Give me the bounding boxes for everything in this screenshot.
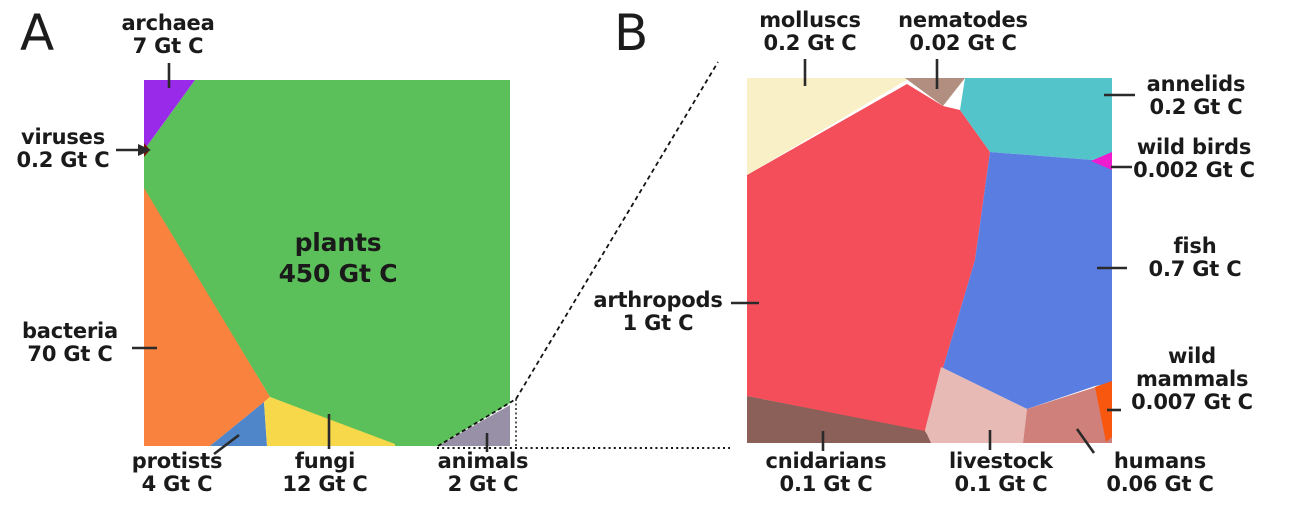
region-archaea xyxy=(144,80,195,150)
label-wild-mammals: wild mammals 0.007 Gt C xyxy=(1131,344,1253,414)
label-fungi-value: 12 Gt C xyxy=(282,472,368,496)
label-humans: humans 0.06 Gt C xyxy=(1096,450,1224,496)
label-livestock-value: 0.1 Gt C xyxy=(954,472,1048,496)
region-fish xyxy=(943,152,1112,409)
label-protists: protists 4 Gt C xyxy=(115,450,239,496)
label-wild-birds: wild birds 0.002 Gt C xyxy=(1121,136,1267,182)
label-fungi-name: fungi xyxy=(294,449,356,473)
label-wild-birds-name: wild birds xyxy=(1136,135,1252,159)
region-protists xyxy=(210,402,267,446)
label-humans-name: humans xyxy=(1113,449,1207,473)
label-arthropods-name: arthropods xyxy=(593,288,723,312)
label-annelids: annelids 0.2 Gt C xyxy=(1136,73,1256,119)
label-animals-name: animals xyxy=(437,449,529,473)
label-livestock-name: livestock xyxy=(949,449,1053,473)
viruses-arrowhead xyxy=(138,144,151,156)
label-humans-value: 0.06 Gt C xyxy=(1106,472,1214,496)
label-bacteria-name: bacteria xyxy=(21,319,119,343)
label-molluscs-value: 0.2 Gt C xyxy=(763,31,857,55)
label-annelids-name: annelids xyxy=(1146,72,1246,96)
label-plants: plants 450 Gt C xyxy=(254,227,422,289)
label-fish-name: fish xyxy=(1173,234,1217,258)
protists-tick xyxy=(213,433,240,456)
panel-a-treemap xyxy=(144,80,510,446)
label-cnidarians-name: cnidarians xyxy=(765,449,887,473)
label-bacteria: bacteria 70 Gt C xyxy=(10,320,130,366)
label-viruses-name: viruses xyxy=(20,125,106,149)
label-nematodes-name: nematodes xyxy=(898,8,1028,32)
region-annelids xyxy=(960,78,1112,160)
zoom-connector-line xyxy=(515,61,719,400)
label-wild-mammals-value: 0.007 Gt C xyxy=(1131,390,1253,414)
label-cnidarians: cnidarians 0.1 Gt C xyxy=(763,450,889,496)
region-wild-mammals xyxy=(1095,381,1112,442)
label-animals: animals 2 Gt C xyxy=(421,450,545,496)
label-animals-value: 2 Gt C xyxy=(447,472,519,496)
region-molluscs xyxy=(747,78,910,175)
label-plants-value: 450 Gt C xyxy=(278,259,398,288)
label-fish: fish 0.7 Gt C xyxy=(1135,235,1255,281)
label-archaea: archaea 7 Gt C xyxy=(106,12,230,58)
region-plants xyxy=(144,80,510,446)
region-nematodes xyxy=(905,78,965,106)
label-cnidarians-value: 0.1 Gt C xyxy=(779,472,873,496)
region-bacteria xyxy=(144,188,270,446)
region-arthropods xyxy=(747,84,990,432)
label-molluscs: molluscs 0.2 Gt C xyxy=(748,9,872,55)
label-molluscs-name: molluscs xyxy=(759,8,861,32)
humans-tick xyxy=(1075,428,1096,454)
label-livestock: livestock 0.1 Gt C xyxy=(938,450,1064,496)
label-protists-name: protists xyxy=(131,449,223,473)
label-nematodes-value: 0.02 Gt C xyxy=(909,31,1017,55)
region-wild-birds xyxy=(1091,152,1112,170)
region-livestock xyxy=(925,367,1027,443)
region-cnidarians xyxy=(747,396,933,443)
label-archaea-value: 7 Gt C xyxy=(132,34,204,58)
label-nematodes: nematodes 0.02 Gt C xyxy=(896,9,1030,55)
region-humans xyxy=(1023,386,1112,443)
label-annelids-value: 0.2 Gt C xyxy=(1149,95,1243,119)
label-bacteria-value: 70 Gt C xyxy=(27,342,113,366)
label-archaea-name: archaea xyxy=(121,11,215,35)
label-fish-value: 0.7 Gt C xyxy=(1148,257,1242,281)
panel-b-tag: B xyxy=(614,4,649,62)
label-fungi: fungi 12 Gt C xyxy=(261,450,389,496)
label-wild-birds-value: 0.002 Gt C xyxy=(1133,158,1255,182)
label-protists-value: 4 Gt C xyxy=(141,472,213,496)
panel-b-treemap xyxy=(747,78,1112,443)
label-viruses-value: 0.2 Gt C xyxy=(16,148,110,172)
zoom-box-hypotenuse xyxy=(437,398,517,447)
label-plants-name: plants xyxy=(294,228,382,257)
label-viruses: viruses 0.2 Gt C xyxy=(6,126,120,172)
label-wild-mammals-name: wild mammals xyxy=(1136,344,1249,391)
label-arthropods: arthropods 1 Gt C xyxy=(584,289,732,335)
region-animals xyxy=(438,405,510,446)
panel-a-tag: A xyxy=(20,4,55,62)
label-arthropods-value: 1 Gt C xyxy=(622,311,694,335)
